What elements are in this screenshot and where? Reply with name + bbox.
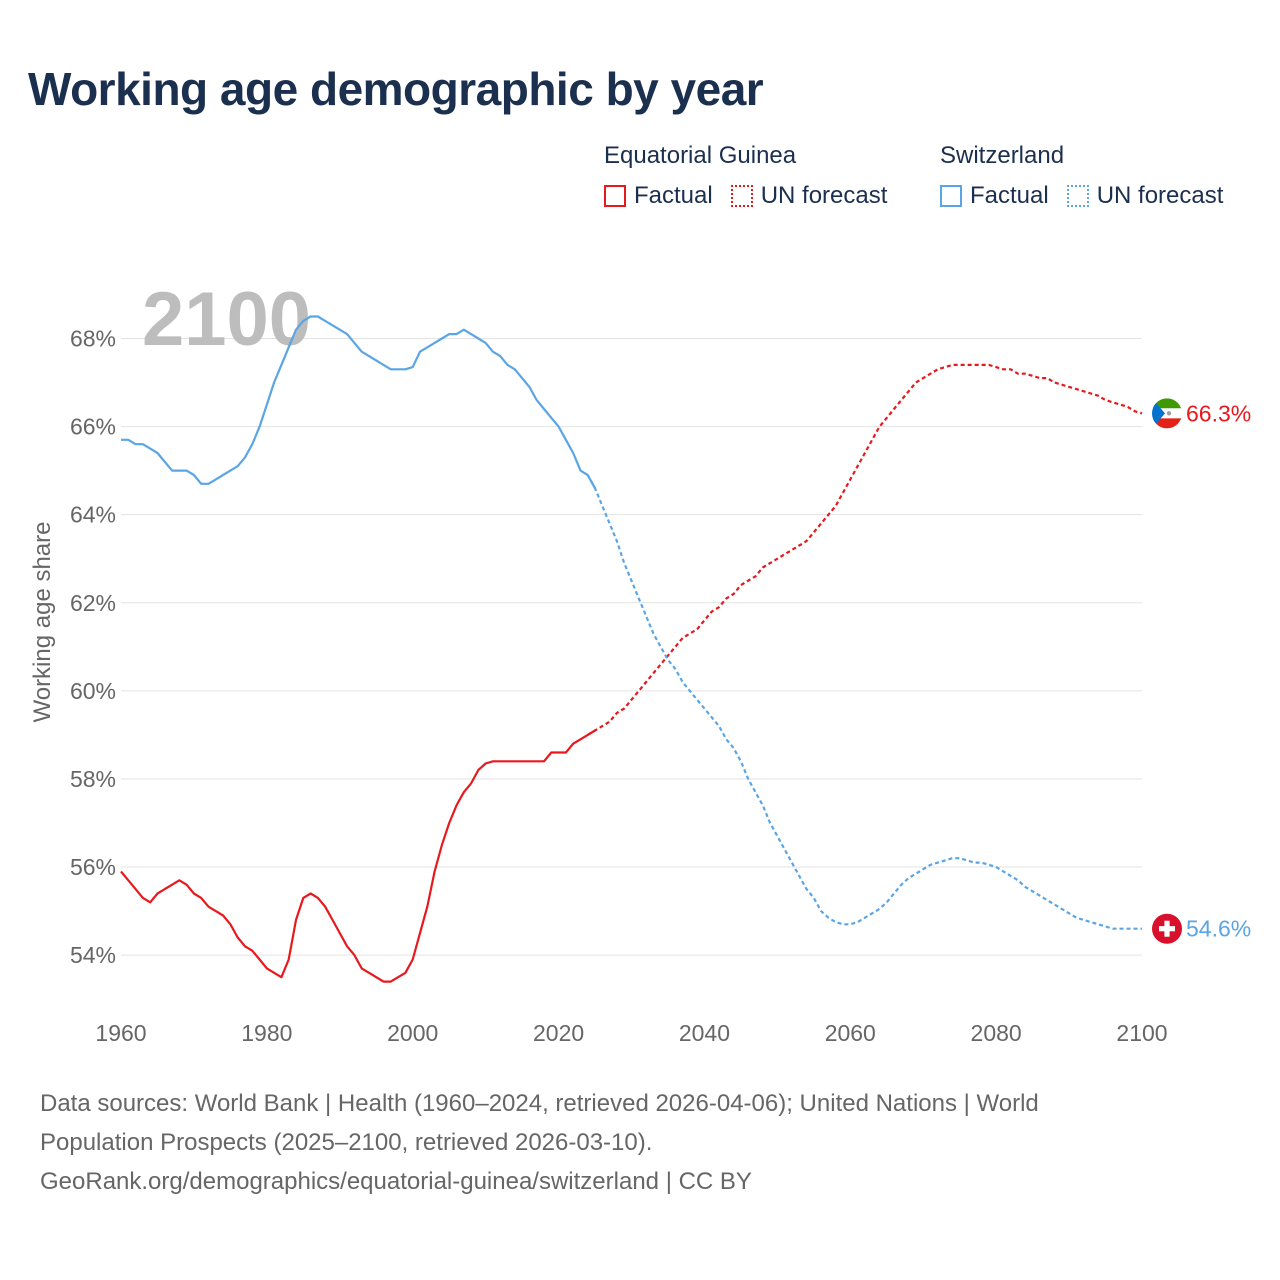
end-value-label: 66.3% (1186, 400, 1251, 426)
x-tick-label: 2100 (1116, 1020, 1167, 1046)
legend-label: UN forecast (1096, 182, 1224, 209)
legend-switzerland: Switzerland Factual UN forecast (940, 142, 1223, 210)
equatorial-guinea-flag-icon (1152, 398, 1182, 429)
y-tick-label: 60% (70, 678, 116, 704)
legend-swatch-dotted (730, 185, 753, 207)
y-axis-label: Working age share (29, 522, 56, 723)
legend-swatch-solid (940, 185, 962, 207)
flag-stripe-green (1152, 398, 1182, 409)
end-markers: 66.3% 54.6% (1152, 398, 1251, 944)
legend-item-forecast[interactable]: UN forecast (1066, 182, 1224, 210)
gridlines (121, 337, 1142, 956)
y-tick-label: 58% (70, 766, 116, 792)
flag-emblem (1166, 411, 1172, 416)
footer-line[interactable]: GeoRank.org/demographics/equatorial-guin… (40, 1168, 752, 1195)
end-value-label: 54.6% (1186, 916, 1251, 942)
x-tick-label: 1980 (241, 1020, 292, 1046)
footer-sources: Data sources: World Bank | Health (1960–… (40, 1084, 1240, 1201)
footer-line: Data sources: World Bank | Health (1960–… (40, 1090, 1039, 1117)
legend-label: UN forecast (760, 182, 888, 209)
x-tick-label: 1960 (95, 1020, 146, 1046)
legend-label: Factual (634, 182, 713, 209)
series-line-forecast-switzerland (586, 474, 1142, 930)
series-line-factual-switzerland (121, 315, 596, 489)
legend-item-factual[interactable]: Factual (940, 182, 1049, 210)
legend-equatorial-guinea: Equatorial Guinea Factual UN forecast (604, 142, 905, 210)
flag-stripe-red (1152, 418, 1182, 429)
legend-swatch-dotted (1066, 185, 1089, 207)
line-chart: 2100 54% 56% 58% 60% 62% 64% 66% 68% 1960 1980 20… (29, 277, 1251, 1046)
x-tick-label: 2040 (679, 1020, 730, 1046)
y-tick-label: 62% (70, 590, 116, 616)
series-lines (120, 315, 1143, 983)
legend-item-forecast[interactable]: UN forecast (730, 182, 888, 210)
y-tick-label: 56% (70, 854, 116, 880)
flag-triangle-blue (1152, 398, 1165, 429)
legend-swatch-solid (604, 185, 626, 207)
y-tick-label: 66% (70, 414, 116, 440)
x-tick-label: 2080 (971, 1020, 1022, 1046)
footer-line: Population Prospects (2025–2100, retriev… (40, 1129, 653, 1156)
y-tick-label: 68% (70, 325, 116, 351)
y-tick-label: 64% (70, 502, 116, 528)
chart-title: Working age demographic by year (28, 63, 764, 115)
legend-country-name: Equatorial Guinea (604, 142, 797, 169)
series-line-factual-equatorial-guinea (120, 729, 596, 983)
x-tick-label: 2000 (387, 1020, 438, 1046)
switzerland-flag-icon (1152, 913, 1182, 944)
legend-label: Factual (970, 182, 1049, 209)
y-tick-label: 54% (70, 942, 116, 968)
year-watermark: 2100 (142, 277, 311, 362)
x-tick-label: 2060 (825, 1020, 876, 1046)
series-line-forecast-equatorial-guinea (587, 363, 1143, 736)
y-axis-ticks: 54% 56% 58% 60% 62% 64% 66% 68% (70, 325, 116, 968)
flag-cross-v (1164, 920, 1170, 937)
x-axis-ticks: 1960 1980 2000 2020 2040 2060 2080 2100 (95, 1020, 1167, 1046)
legend-country-name: Switzerland (940, 142, 1065, 169)
legend-item-factual[interactable]: Factual (604, 182, 713, 210)
flag-body (1152, 398, 1182, 429)
x-tick-label: 2020 (533, 1020, 584, 1046)
